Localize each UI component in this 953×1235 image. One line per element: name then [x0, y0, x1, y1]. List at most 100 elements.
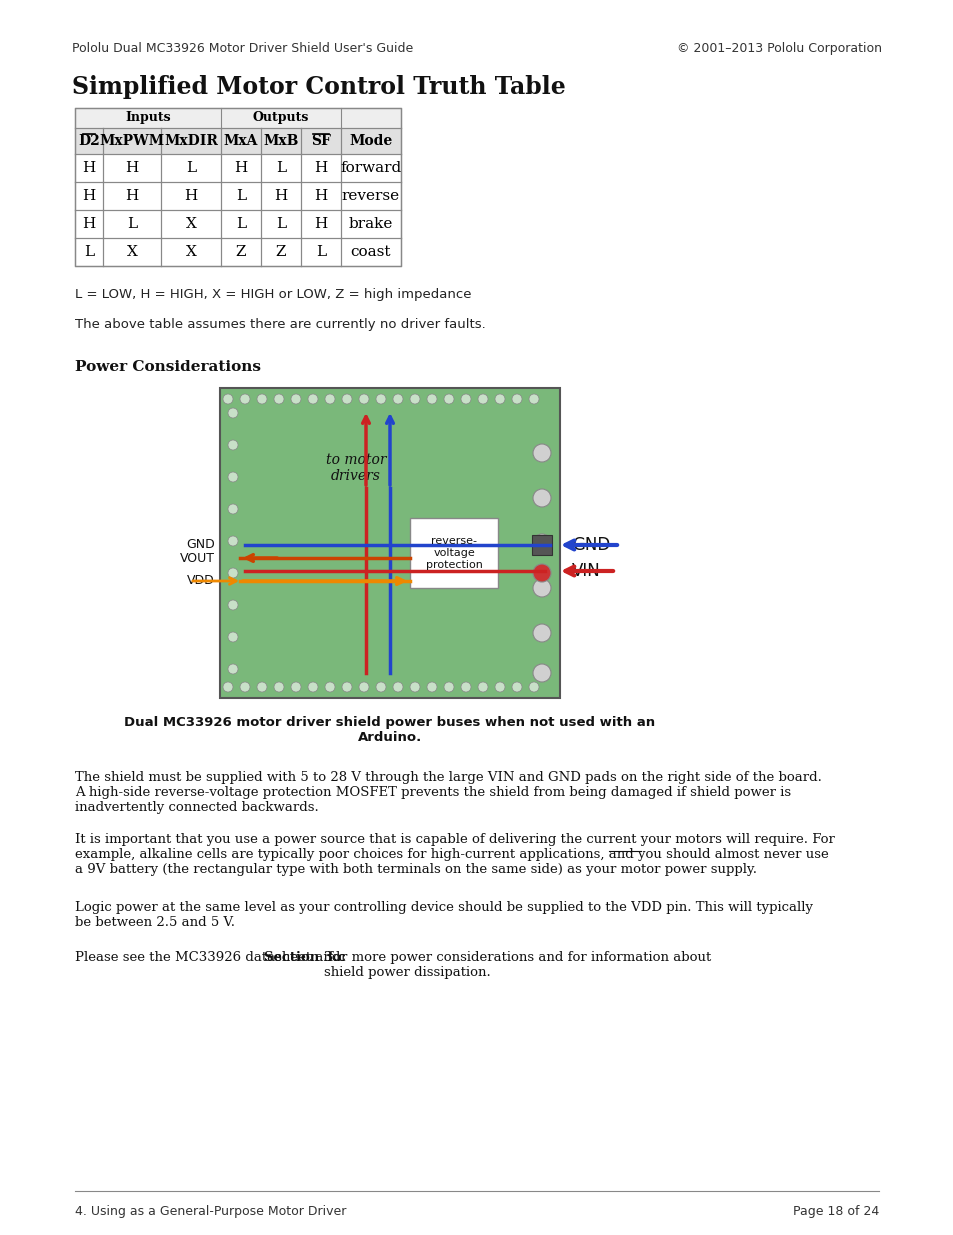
Circle shape [256, 394, 267, 404]
Circle shape [375, 394, 386, 404]
Bar [532, 535, 552, 555]
Circle shape [291, 682, 301, 692]
Text: MxB: MxB [263, 135, 298, 148]
Text: L: L [275, 217, 286, 231]
Circle shape [495, 394, 504, 404]
Circle shape [308, 394, 317, 404]
Circle shape [358, 394, 369, 404]
Circle shape [358, 682, 369, 692]
Text: VIN: VIN [572, 562, 600, 580]
Circle shape [228, 632, 237, 642]
Text: Please see the MC33926 datasheet and: Please see the MC33926 datasheet and [75, 951, 344, 965]
Circle shape [228, 504, 237, 514]
Text: Pololu Dual MC33926 Motor Driver Shield User's Guide: Pololu Dual MC33926 Motor Driver Shield … [71, 42, 413, 56]
Circle shape [460, 682, 471, 692]
Circle shape [223, 394, 233, 404]
Text: H: H [125, 189, 138, 203]
Text: for more power considerations and for information about
shield power dissipation: for more power considerations and for in… [324, 951, 711, 979]
Text: Outputs: Outputs [253, 111, 309, 125]
Circle shape [240, 394, 250, 404]
Circle shape [533, 564, 551, 582]
Text: L = LOW, H = HIGH, X = HIGH or LOW, Z = high impedance: L = LOW, H = HIGH, X = HIGH or LOW, Z = … [75, 288, 471, 301]
Text: Logic power at the same level as your controlling device should be supplied to t: Logic power at the same level as your co… [75, 902, 812, 929]
Circle shape [443, 682, 454, 692]
Circle shape [240, 682, 250, 692]
Text: © 2001–2013 Pololu Corporation: © 2001–2013 Pololu Corporation [677, 42, 882, 56]
Text: MxDIR: MxDIR [164, 135, 217, 148]
Text: It is important that you use a power source that is capable of delivering the cu: It is important that you use a power sou… [75, 832, 834, 876]
Circle shape [325, 682, 335, 692]
Circle shape [533, 534, 551, 552]
Text: Section 3.c: Section 3.c [263, 951, 345, 965]
Text: MxPWM: MxPWM [99, 135, 164, 148]
Text: L: L [235, 217, 246, 231]
Circle shape [533, 624, 551, 642]
Text: forward: forward [340, 161, 401, 175]
Circle shape [228, 472, 237, 482]
Text: H: H [314, 217, 327, 231]
Circle shape [512, 682, 521, 692]
Circle shape [427, 394, 436, 404]
Text: L: L [127, 217, 137, 231]
Text: brake: brake [349, 217, 393, 231]
Text: MxA: MxA [224, 135, 258, 148]
Text: 4. Using as a General-Purpose Motor Driver: 4. Using as a General-Purpose Motor Driv… [75, 1205, 346, 1218]
Text: reverse: reverse [341, 189, 399, 203]
Bar [410, 517, 497, 588]
Circle shape [341, 394, 352, 404]
Circle shape [274, 682, 284, 692]
Circle shape [375, 682, 386, 692]
Text: H: H [234, 161, 248, 175]
Text: H: H [314, 161, 327, 175]
Text: L: L [84, 245, 94, 259]
Circle shape [228, 664, 237, 674]
Text: X: X [127, 245, 137, 259]
Circle shape [477, 394, 488, 404]
Circle shape [393, 682, 402, 692]
Circle shape [228, 568, 237, 578]
Text: VOUT: VOUT [180, 552, 214, 564]
Circle shape [228, 600, 237, 610]
Circle shape [495, 682, 504, 692]
Text: H: H [82, 217, 95, 231]
Text: L: L [315, 245, 326, 259]
Circle shape [529, 682, 538, 692]
Text: Z: Z [235, 245, 246, 259]
Text: D2: D2 [78, 135, 100, 148]
Text: The shield must be supplied with 5 to 28 V through the large VIN and GND pads on: The shield must be supplied with 5 to 28… [75, 771, 821, 814]
Text: Simplified Motor Control Truth Table: Simplified Motor Control Truth Table [71, 75, 565, 99]
Bar [75, 128, 400, 154]
Circle shape [223, 682, 233, 692]
Text: SF: SF [311, 135, 331, 148]
Circle shape [427, 682, 436, 692]
Circle shape [477, 682, 488, 692]
Text: L: L [186, 161, 196, 175]
Text: X: X [186, 245, 196, 259]
Circle shape [443, 394, 454, 404]
Circle shape [393, 394, 402, 404]
Text: H: H [125, 161, 138, 175]
Circle shape [410, 394, 419, 404]
Circle shape [228, 440, 237, 450]
Text: The above table assumes there are currently no driver faults.: The above table assumes there are curren… [75, 317, 485, 331]
Text: Mode: Mode [349, 135, 393, 148]
Text: H: H [274, 189, 287, 203]
Text: Inputs: Inputs [125, 111, 171, 125]
Text: GND: GND [186, 538, 214, 552]
Text: Page 18 of 24: Page 18 of 24 [792, 1205, 878, 1218]
Text: H: H [184, 189, 197, 203]
Text: L: L [235, 189, 246, 203]
Circle shape [341, 682, 352, 692]
Circle shape [228, 408, 237, 417]
Text: H: H [82, 161, 95, 175]
Text: coast: coast [351, 245, 391, 259]
Circle shape [228, 536, 237, 546]
Circle shape [291, 394, 301, 404]
Text: reverse-
voltage
protection: reverse- voltage protection [426, 536, 482, 569]
Text: to motor
drivers: to motor drivers [325, 453, 386, 483]
Circle shape [460, 394, 471, 404]
Text: Z: Z [275, 245, 286, 259]
Circle shape [533, 489, 551, 508]
Circle shape [512, 394, 521, 404]
Circle shape [274, 394, 284, 404]
